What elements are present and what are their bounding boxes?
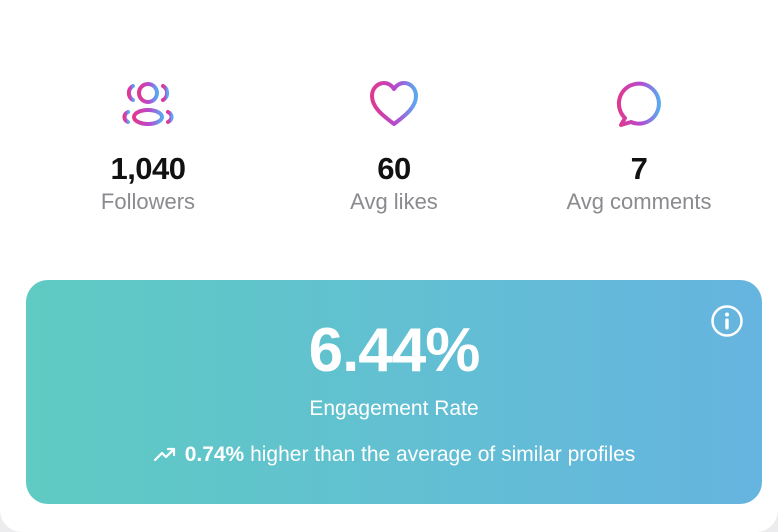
engagement-comparison: 0.74% higher than the average of similar… [26, 442, 762, 468]
avg-comments-value: 7 [630, 151, 648, 186]
avg-likes-value: 60 [377, 151, 411, 186]
followers-label: Followers [100, 189, 196, 214]
info-icon[interactable] [710, 304, 744, 338]
engagement-rate-label: Engagement Rate [309, 397, 479, 420]
avg-likes-label: Avg likes [350, 189, 438, 214]
avg-comments-label: Avg comments [566, 189, 712, 214]
comparison-text: higher than the average of similar profi… [250, 443, 636, 466]
followers-icon [122, 82, 174, 126]
heart-icon [370, 81, 418, 126]
comment-icon [616, 81, 661, 127]
followers-value: 1,040 [110, 151, 186, 186]
stat-avg-comments: 7 Avg comments [529, 78, 749, 216]
engagement-rate-value: 6.44% [308, 316, 481, 385]
stat-followers: 1,040 Followers [38, 78, 258, 216]
engagement-rate-banner: 6.44% Engagement Rate 0.74% higher than … [26, 280, 762, 504]
stat-avg-likes: 60 Avg likes [284, 78, 504, 216]
stats-row: 1,040 Followers 60 Avg likes [0, 78, 778, 228]
trending-up-icon [153, 447, 175, 462]
comparison-value: 0.74% [184, 443, 245, 466]
